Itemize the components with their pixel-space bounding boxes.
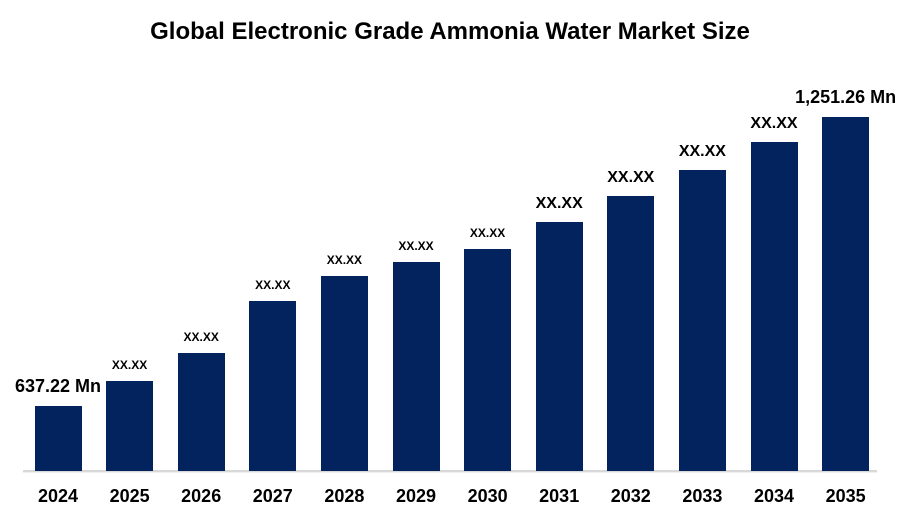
x-axis-label-2030: 2030: [467, 486, 508, 506]
bar-2028: [320, 276, 368, 471]
bar-2032: [607, 196, 655, 471]
bar-value-label-2033: XX.XX: [678, 143, 726, 161]
bar-2034: [750, 142, 798, 471]
bar-2026: [177, 353, 225, 471]
x-axis-label-2024: 2024: [37, 486, 79, 506]
bar-value-label-2030: XX.XX: [469, 225, 506, 240]
x-axis-label-2033: 2033: [682, 486, 723, 506]
bar-value-label-2031: XX.XX: [535, 195, 583, 213]
bar-value-label-2026: XX.XX: [183, 329, 219, 344]
x-axis-label-2031: 2031: [539, 486, 580, 506]
bar-value-label-2035: 1,251.26 Mn: [795, 87, 897, 108]
x-axis-label-2029: 2029: [395, 486, 437, 506]
bar-2029: [392, 262, 440, 471]
bar-value-label-2025: XX.XX: [111, 357, 148, 372]
bar-2025: [106, 381, 154, 471]
x-axis-label-2027: 2027: [252, 486, 293, 506]
plot-area: 637.22 Mn XX.XX XX.XX XX.XX XX.XX XX.XX XX.XX X…: [14, 87, 897, 472]
bar-2030: [464, 249, 512, 471]
bar-value-label-2032: XX.XX: [607, 169, 655, 187]
x-axis-label-2034: 2034: [753, 486, 795, 506]
x-axis-label-2032: 2032: [610, 486, 651, 506]
bar-2027: [249, 301, 297, 471]
x-axis-label-2035: 2035: [825, 486, 866, 506]
bar-2033: [678, 170, 726, 471]
x-axis-label-2025: 2025: [109, 486, 150, 506]
bar-2024: [34, 406, 82, 471]
x-axis-label-2028: 2028: [324, 486, 365, 506]
x-axis-label-2026: 2026: [181, 486, 222, 506]
bar-value-label-2024: 637.22 Mn: [14, 376, 102, 397]
chart-title: Global Electronic Grade Ammonia Water Ma…: [150, 18, 750, 45]
bar-value-label-2034: XX.XX: [750, 115, 798, 133]
x-axis-line: [23, 470, 877, 472]
bar-value-label-2027: XX.XX: [255, 277, 291, 292]
bar-value-label-2029: XX.XX: [398, 238, 434, 253]
bar-value-label-2028: XX.XX: [326, 252, 363, 267]
bar-2035: [822, 117, 870, 471]
bar-2031: [535, 222, 583, 471]
